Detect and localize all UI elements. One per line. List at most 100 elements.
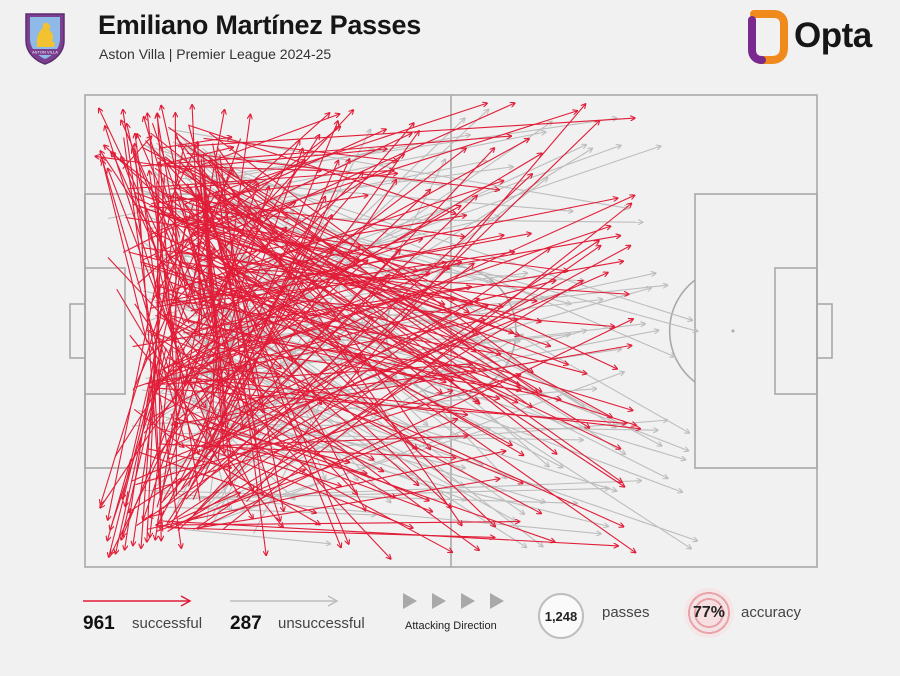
successful-pass-arrow: [192, 479, 500, 530]
successful-pass-arrow: [197, 319, 634, 530]
aston-villa-crest-icon: ASTON VILLA: [25, 13, 65, 65]
successful-legend-arrow: [83, 595, 192, 607]
successful-pass-arrow: [162, 274, 390, 510]
successful-pass-arrow: [165, 341, 251, 388]
successful-pass-arrow: [99, 108, 198, 315]
successful-pass-arrow: [185, 445, 321, 525]
successful-pass-arrow: [186, 188, 442, 393]
successful-pass-arrow: [204, 208, 217, 338]
page-subtitle: Aston Villa | Premier League 2024-25: [99, 46, 332, 62]
successful-pass-arrow: [199, 265, 629, 294]
successful-pass-arrow: [188, 377, 232, 383]
successful-pass-arrow: [133, 408, 184, 447]
successful-pass-arrow: [197, 245, 600, 528]
unsuccessful-pass-arrow: [159, 167, 513, 215]
successful-pass-arrow: [147, 386, 627, 423]
successful-pass-arrow: [194, 262, 447, 333]
successful-pass-arrow: [172, 222, 513, 332]
successful-pass-arrow: [153, 375, 521, 490]
successful-pass-arrow: [225, 131, 419, 402]
successful-pass-arrow: [196, 444, 412, 528]
successful-pass-arrow: [123, 137, 182, 548]
right-goal: [816, 303, 833, 359]
successful-pass-arrow: [100, 309, 233, 508]
successful-pass-arrow: [154, 195, 496, 527]
successful-pass-arrow: [159, 148, 495, 505]
successful-pass-arrow: [209, 192, 589, 428]
successful-pass-arrow: [173, 305, 488, 446]
successful-pass-arrow: [214, 436, 468, 447]
passes-total-badge: 1,248: [538, 593, 584, 639]
successful-pass-arrow: [208, 157, 462, 526]
successful-pass-arrow: [210, 292, 615, 327]
unsuccessful-pass-arrow: [170, 330, 586, 447]
unsuccessful-pass-arrow: [187, 118, 618, 181]
successful-pass-arrow: [144, 140, 358, 373]
unsuccessful-legend-arrow: [230, 595, 339, 607]
successful-pass-arrow: [149, 206, 288, 218]
successful-pass-arrow: [186, 469, 306, 523]
successful-pass-arrow: [131, 273, 608, 482]
successful-count: 961: [83, 613, 115, 634]
successful-pass-arrow: [110, 138, 242, 530]
accuracy-badge: 77%: [684, 588, 734, 638]
successful-pass-arrow: [183, 331, 486, 369]
successful-pass-arrow: [125, 491, 128, 507]
successful-pass-arrow: [140, 136, 512, 167]
successful-pass-arrow: [156, 157, 542, 392]
successful-passes: [95, 103, 641, 559]
successful-pass-arrow: [156, 335, 198, 454]
successful-pass-arrow: [209, 132, 533, 372]
successful-pass-arrow: [112, 152, 190, 324]
successful-pass-arrow: [178, 195, 418, 271]
successful-pass-arrow: [229, 206, 612, 417]
successful-pass-arrow: [196, 140, 224, 454]
successful-pass-arrow: [190, 377, 640, 429]
successful-pass-arrow: [133, 342, 164, 546]
successful-pass-arrow: [135, 144, 164, 532]
successful-pass-arrow: [159, 137, 231, 149]
right-six-yard-box: [774, 267, 818, 395]
successful-pass-arrow: [208, 160, 338, 449]
successful-pass-arrow: [219, 195, 623, 482]
accuracy-label: accuracy: [741, 604, 802, 621]
successful-pass-arrow: [166, 180, 396, 524]
successful-pass-arrow: [151, 173, 397, 205]
successful-pass-arrow: [162, 236, 313, 500]
successful-pass-arrow: [158, 409, 217, 524]
successful-pass-arrow: [139, 205, 568, 364]
successful-pass-arrow: [207, 269, 524, 455]
passes-label: passes: [602, 604, 650, 621]
successful-pass-arrow: [156, 286, 287, 457]
successful-pass-arrow: [191, 111, 577, 235]
unsuccessful-pass-arrow: [161, 506, 376, 515]
successful-pass-arrow: [191, 222, 568, 271]
opta-wordmark: Opta: [794, 16, 872, 55]
left-six-yard-box: [84, 267, 126, 395]
successful-pass-arrow: [182, 165, 617, 369]
successful-pass-arrow: [170, 413, 177, 428]
successful-pass-arrow: [190, 187, 366, 511]
successful-pass-arrow: [195, 149, 387, 168]
left-goal: [69, 303, 86, 359]
attacking-direction-icon: [403, 593, 504, 609]
successful-pass-arrow: [146, 329, 261, 404]
successful-pass-arrow: [156, 181, 161, 541]
successful-pass-arrow: [207, 420, 555, 542]
successful-pass-arrow: [141, 133, 412, 261]
successful-pass-arrow: [161, 105, 211, 323]
successful-pass-arrow: [223, 245, 631, 466]
successful-pass-arrow: [188, 124, 456, 213]
attacking-direction-label: Attacking Direction: [405, 620, 497, 632]
successful-pass-arrow: [162, 213, 358, 260]
successful-pass-arrow: [108, 147, 184, 520]
successful-pass-arrow: [159, 286, 454, 381]
page-title: Emiliano Martínez Passes: [98, 10, 421, 40]
successful-pass-arrow: [184, 144, 537, 393]
successful-pass-arrow: [95, 156, 192, 171]
successful-pass-arrow: [196, 204, 625, 487]
successful-pass-arrow: [159, 364, 472, 385]
right-penalty-box: [694, 193, 818, 469]
successful-pass-arrow: [151, 148, 467, 390]
successful-pass-arrow: [184, 198, 617, 286]
